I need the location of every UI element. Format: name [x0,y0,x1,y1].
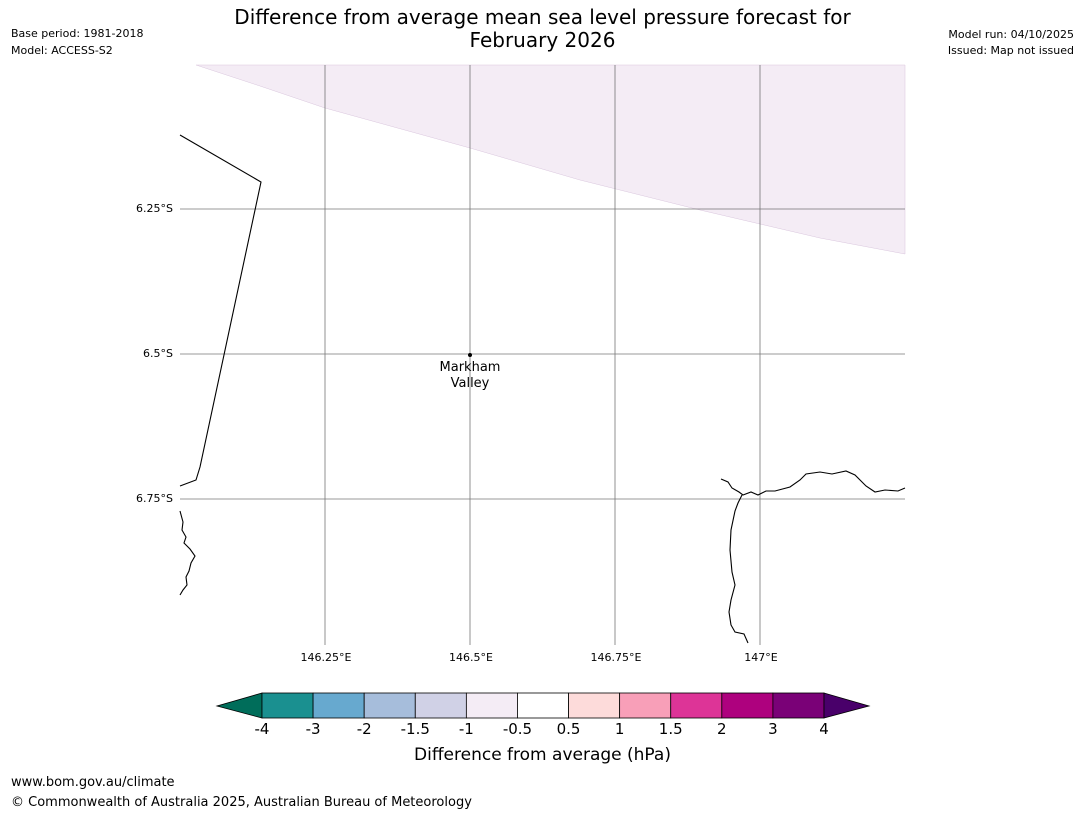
title-line-2: February 2026 [469,28,616,52]
lon-label-147: 147°E [744,651,778,664]
model-run: Model run: 04/10/2025 [948,28,1074,41]
lat-label-6-75: 6.75°S [136,492,173,505]
lon-label-146-75: 146.75°E [590,651,642,664]
colorbar-extend-low [215,692,263,719]
colorbar-cell-9 [721,692,774,719]
colorbar-tick-9: 2 [717,720,727,738]
footer-copyright: © Commonwealth of Australia 2025, Austra… [11,795,472,810]
colorbar-cell-0 [261,692,314,719]
colorbar-tick-1: -3 [305,720,321,738]
colorbar-label: Difference from average (hPa) [414,745,671,765]
title-line-1: Difference from average mean sea level p… [234,5,851,29]
colorbar-tick-7: 1 [614,720,625,738]
shaded-anomaly-region [195,64,906,255]
base-period: Base period: 1981-2018 [11,27,144,40]
model-name: Model: ACCESS-S2 [11,44,113,57]
markham-valley-marker[interactable] [468,353,472,357]
colorbar-cell-2 [363,692,416,719]
colorbar-tick-11: 4 [819,720,829,738]
coastlines [179,134,906,644]
colorbar-cell-6 [568,692,621,719]
footer-url[interactable]: www.bom.gov.au/climate [11,775,175,790]
coastline-southeast [720,470,906,496]
lat-label-6-5: 6.5°S [143,347,173,360]
colorbar-cell-5 [517,692,569,719]
colorbar-cell-8 [670,692,723,719]
colorbar-tick-3: -1.5 [400,720,430,738]
lat-label-6-25: 6.25°S [136,202,173,215]
colorbar-tick-0: -4 [254,720,270,738]
colorbar-tick-6: 0.5 [556,720,581,738]
colorbar-cell-4 [465,692,518,719]
colorbar-cells [261,692,825,719]
colorbar-cell-7 [619,692,672,719]
issued-status: Issued: Map not issued [947,44,1074,57]
colorbar-cell-10 [772,692,825,719]
lon-label-146-25: 146.25°E [300,651,352,664]
colorbar-cell-1 [312,692,365,719]
place-label-line-2: Valley [450,376,490,391]
border-line-west [179,134,262,487]
place-label-markham-valley: Markham Valley [410,360,530,392]
colorbar-cell-3 [414,692,467,719]
colorbar-tick-2: -2 [356,720,372,738]
lon-label-146-5: 146.5°E [449,651,493,664]
page-title: Difference from average mean sea level p… [0,6,1085,52]
colorbar-extend-high [823,692,871,719]
place-label-line-1: Markham [439,360,501,375]
colorbar-tick-5: -0.5 [502,720,533,738]
colorbar-tick-10: 3 [768,720,778,738]
colorbar-tick-8: 1.5 [658,720,683,738]
coastline-southwest [179,510,196,596]
river-southeast [728,494,749,644]
colorbar-tick-4: -1 [458,720,474,738]
